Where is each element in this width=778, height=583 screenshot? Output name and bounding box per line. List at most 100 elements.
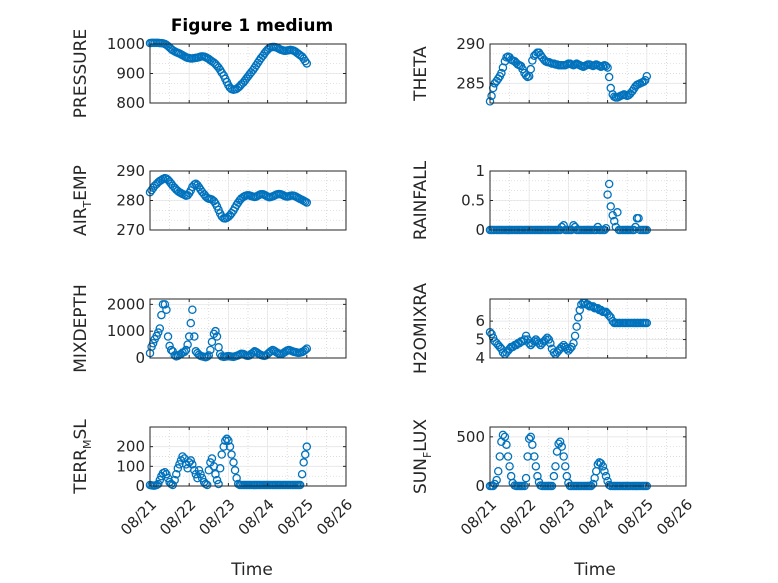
data-point xyxy=(495,452,505,461)
axes-background xyxy=(150,299,346,358)
data-point xyxy=(500,432,510,442)
data-point xyxy=(153,479,163,489)
y-axis-label: TERRMSL xyxy=(71,419,94,495)
data-point xyxy=(160,300,170,309)
y-tick-label: 500 xyxy=(456,428,485,446)
data-point xyxy=(606,202,615,211)
data-point xyxy=(206,345,215,355)
data-point xyxy=(202,352,212,361)
data-point xyxy=(162,305,171,314)
data-point xyxy=(534,338,544,348)
data-point xyxy=(227,450,236,459)
data-point xyxy=(575,305,585,315)
data-point xyxy=(642,72,652,81)
data-point xyxy=(188,460,197,469)
data-point xyxy=(295,480,305,490)
axes-frame xyxy=(489,298,687,359)
data-point xyxy=(180,347,189,357)
y-tick-label: 0.5 xyxy=(461,192,485,210)
data-point xyxy=(546,338,555,348)
figure-title: Figure 1 medium xyxy=(171,16,333,36)
data-point xyxy=(505,462,514,471)
data-point xyxy=(155,475,165,485)
data-point xyxy=(559,452,568,461)
data-point xyxy=(201,479,210,489)
x-axis-label-right: Time xyxy=(573,560,616,580)
y-tick-label: 800 xyxy=(116,94,145,112)
subplot-mixdepth: 0 1000 2000 MIXDEPTH xyxy=(71,284,347,373)
data-point xyxy=(215,464,225,473)
data-point xyxy=(503,452,513,461)
data-point xyxy=(178,452,187,461)
y-tick-label: 0 xyxy=(135,477,145,495)
data-point xyxy=(551,462,560,471)
data-point xyxy=(225,442,235,451)
axes-frame xyxy=(149,298,347,359)
data-point xyxy=(521,473,531,483)
y-tick-label: 0 xyxy=(475,477,485,495)
data-point xyxy=(557,442,566,451)
data-point xyxy=(173,464,183,473)
y-axis-label: THETA xyxy=(411,46,431,102)
y-tick-label: 0 xyxy=(135,349,145,367)
data-point xyxy=(604,72,614,82)
data-point xyxy=(531,462,541,471)
y-tick-label: 290 xyxy=(456,35,485,53)
data-point xyxy=(528,440,537,449)
axes-frame xyxy=(489,43,687,104)
data-point xyxy=(183,340,192,349)
data-point xyxy=(190,332,199,341)
data-point xyxy=(207,454,217,463)
axes-background xyxy=(490,44,686,103)
data-point xyxy=(642,318,652,328)
data-point xyxy=(613,208,622,217)
data-point xyxy=(212,332,222,341)
data-point xyxy=(562,344,572,354)
data-point xyxy=(601,471,611,481)
data-point xyxy=(601,223,611,233)
y-tick-label: 900 xyxy=(116,65,145,83)
data-point xyxy=(549,471,559,481)
data-point xyxy=(168,480,177,490)
data-point xyxy=(163,332,173,341)
data-point xyxy=(600,466,609,476)
data-point xyxy=(526,64,536,74)
data-point xyxy=(184,332,194,341)
data-point xyxy=(492,475,501,485)
data-point xyxy=(502,440,511,449)
y-tick-label: 285 xyxy=(456,74,485,92)
data-point xyxy=(170,351,179,360)
data-point xyxy=(170,475,179,485)
data-point xyxy=(297,469,307,479)
data-point xyxy=(153,328,163,337)
data-point xyxy=(528,56,537,65)
data-point xyxy=(196,469,205,479)
data-point xyxy=(214,479,223,489)
y-tick-label: 290 xyxy=(116,162,145,180)
data-point xyxy=(300,345,310,355)
data-point xyxy=(533,471,542,481)
data-point xyxy=(302,442,312,451)
y-axis-label: SUNFLUX xyxy=(411,419,434,494)
data-point xyxy=(498,430,508,440)
data-point xyxy=(493,466,503,476)
data-point xyxy=(186,318,196,328)
y-tick-label: 100 xyxy=(116,457,145,475)
y-tick-label: 0 xyxy=(475,221,485,239)
y-tick-label: 5 xyxy=(475,331,485,349)
data-point xyxy=(603,63,612,72)
data-point xyxy=(211,326,220,336)
data-point xyxy=(232,473,241,483)
data-point xyxy=(230,466,240,475)
y-tick-label: 200 xyxy=(116,438,145,456)
data-point xyxy=(212,475,222,485)
y-axis-label: PRESSURE xyxy=(71,29,91,118)
data-point xyxy=(530,452,539,461)
data-point xyxy=(300,450,310,459)
data-point xyxy=(211,469,220,479)
y-tick-label: 1000 xyxy=(107,322,145,340)
data-point xyxy=(222,434,232,444)
data-point xyxy=(598,462,608,471)
data-point xyxy=(610,216,619,226)
data-point xyxy=(604,179,614,189)
